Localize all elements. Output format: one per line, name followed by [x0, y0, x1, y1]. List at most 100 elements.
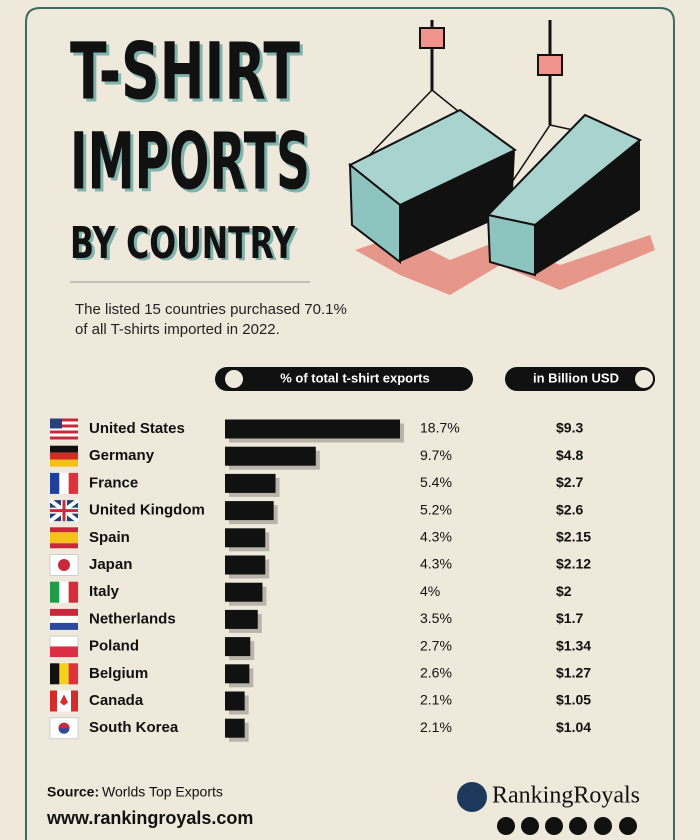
bar [225, 718, 245, 738]
bar [225, 691, 245, 711]
value-label: 4.3% [420, 556, 452, 572]
social-icon[interactable] [594, 817, 612, 835]
value-label: 2.1% [420, 692, 452, 708]
illustration [348, 20, 655, 295]
flag-part [50, 608, 78, 616]
value-label: 3.5% [420, 610, 452, 626]
flag-part [68, 581, 79, 603]
category-label: France [89, 474, 138, 491]
value-label: 9.7% [420, 447, 452, 463]
usd-label: $4.8 [556, 447, 583, 463]
flag-part [59, 472, 69, 494]
flag-part [50, 452, 78, 460]
value-label: 4.3% [420, 529, 452, 545]
category-label: Germany [89, 447, 155, 464]
usd-label: $9.3 [556, 420, 583, 436]
value-label: 4% [420, 583, 440, 599]
bar [225, 664, 250, 684]
flag-part [59, 663, 69, 685]
subtitle: The listed 15 countries purchased 70.1% [75, 301, 347, 318]
social-icon[interactable] [521, 817, 539, 835]
flag-part [60, 694, 68, 706]
flag-part [50, 532, 78, 544]
frame [25, 7, 675, 840]
source-label: Source: [47, 784, 99, 800]
flag-part [58, 722, 70, 729]
usd-label: $1.34 [556, 637, 591, 653]
subtitle: of all T-shirts imported in 2022. [75, 321, 280, 338]
header-icon [223, 368, 245, 390]
flag-part [50, 543, 78, 549]
flag-part [50, 427, 78, 431]
flag-part [50, 424, 78, 428]
category-label: Belgium [89, 665, 148, 682]
bar [225, 446, 316, 466]
usd-label: $1.7 [556, 610, 583, 626]
value-label: 2.7% [420, 637, 452, 653]
flag-part [68, 472, 79, 494]
flag-part [58, 559, 70, 571]
category-label: United Kingdom [89, 502, 205, 519]
bar [225, 419, 401, 439]
header-pill [215, 367, 473, 391]
title-shadow: BY COUNTRY [73, 220, 299, 271]
social-icon[interactable] [497, 817, 515, 835]
brand: RankingRoyals [492, 783, 640, 809]
brand-logo [457, 782, 487, 812]
bar [225, 582, 263, 602]
social-icon[interactable] [545, 817, 563, 835]
category-label: Spain [89, 529, 130, 546]
title-shadow: IMPORTS [73, 120, 313, 210]
usd-label: $2.15 [556, 529, 591, 545]
value-label: 5.2% [420, 501, 452, 517]
flag-part [50, 622, 78, 630]
category-label: South Korea [89, 719, 179, 736]
title-line: BY COUNTRY [70, 218, 296, 269]
flag-part [50, 418, 62, 429]
header-text: % of total t-shirt exports [280, 370, 430, 385]
flag-part [50, 418, 78, 422]
social-icon[interactable] [619, 817, 637, 835]
flag-part [50, 433, 78, 437]
flag-part [50, 459, 78, 467]
usd-label: $1.04 [556, 719, 591, 735]
flag-part [50, 690, 57, 712]
category-label: Italy [89, 583, 120, 600]
flag-part [50, 581, 60, 603]
flag-part [50, 527, 78, 533]
flag-part [50, 500, 78, 522]
social-icon[interactable] [569, 817, 587, 835]
title-line: T-SHIRT [70, 27, 300, 117]
bar [225, 501, 274, 521]
flag-part [50, 663, 60, 685]
flag-part [59, 581, 69, 603]
bar [225, 637, 251, 657]
category-label: Canada [89, 692, 144, 709]
value-label: 18.7% [420, 420, 460, 436]
title-line: IMPORTS [70, 117, 310, 207]
value-label: 2.1% [420, 719, 452, 735]
bar [225, 528, 266, 548]
bar [225, 473, 276, 493]
category-label: Japan [89, 556, 132, 573]
title-shadow: T-SHIRT [73, 30, 303, 120]
usd-label: $1.05 [556, 692, 591, 708]
flag-part [50, 430, 78, 434]
usd-label: $2.12 [556, 556, 591, 572]
bar [225, 609, 258, 629]
value-label: 5.4% [420, 474, 452, 490]
usd-label: $2.6 [556, 501, 583, 517]
usd-label: $2.7 [556, 474, 583, 490]
value-label: 2.6% [420, 665, 452, 681]
header-pill [505, 367, 655, 391]
flag-part [50, 472, 60, 494]
flag-part [50, 615, 78, 623]
flag-part [68, 663, 79, 685]
flag-part [71, 690, 78, 712]
column-header: % of total t-shirt exports in Billion US… [215, 367, 655, 391]
social-icons [497, 817, 637, 835]
flag-part [50, 646, 78, 658]
rows: United States 18.7% $9.3 Germany 9.7% $4.8 Fra… [48, 418, 591, 742]
